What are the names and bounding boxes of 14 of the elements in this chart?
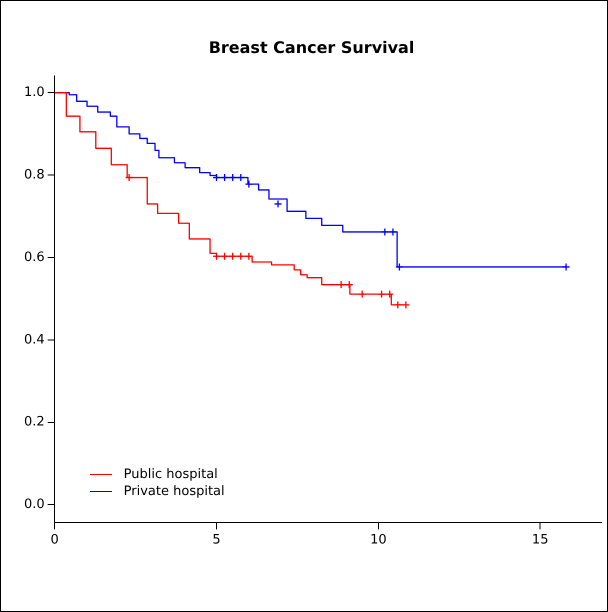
legend-label: Private hospital [124,484,225,500]
chart-title: Breast Cancer Survival [208,38,414,57]
y-tick-label: 0.2 [24,414,45,430]
x-tick-label: 10 [370,532,387,548]
y-tick-label: 0.8 [24,167,45,182]
y-tick-label: 1.0 [24,85,45,100]
y-tick-label: 0.6 [24,250,45,265]
legend-label: Public hospital [124,467,218,482]
y-tick-label: 0.4 [24,332,45,348]
x-tick-label: 0 [50,532,59,548]
y-tick-label: 0.0 [24,497,45,512]
point [274,200,282,208]
x-tick-label: 15 [532,532,548,548]
x-tick-label: 5 [212,532,221,548]
